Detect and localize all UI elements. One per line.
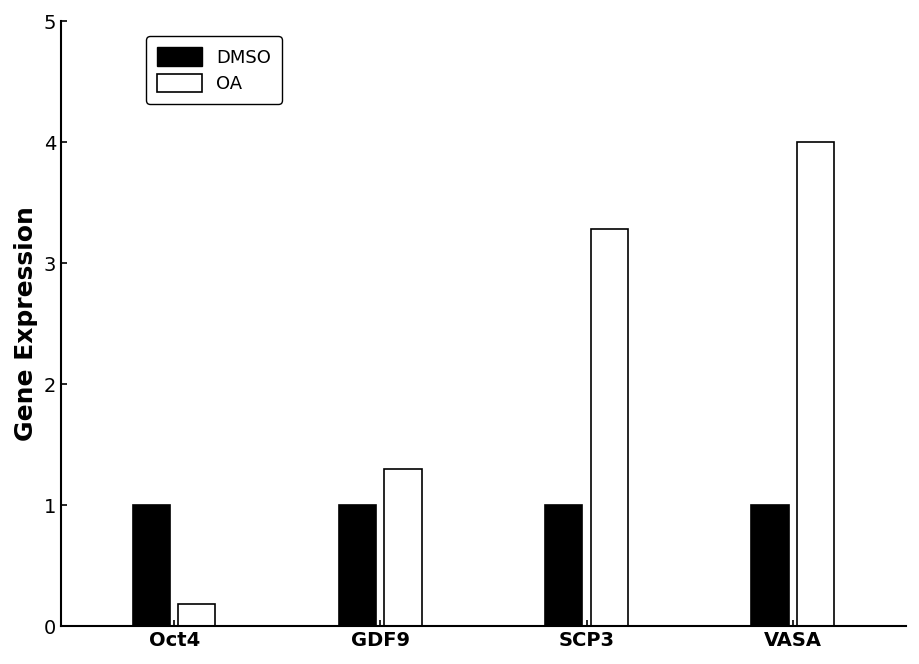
Y-axis label: Gene Expression: Gene Expression — [14, 207, 38, 442]
Bar — [751, 505, 788, 626]
Bar — [178, 604, 215, 626]
Legend: DMSO, OA: DMSO, OA — [146, 37, 282, 104]
Bar — [339, 505, 376, 626]
Bar — [384, 469, 421, 626]
Bar — [545, 505, 582, 626]
Bar — [590, 230, 627, 626]
Bar — [796, 142, 833, 626]
Bar — [133, 505, 170, 626]
